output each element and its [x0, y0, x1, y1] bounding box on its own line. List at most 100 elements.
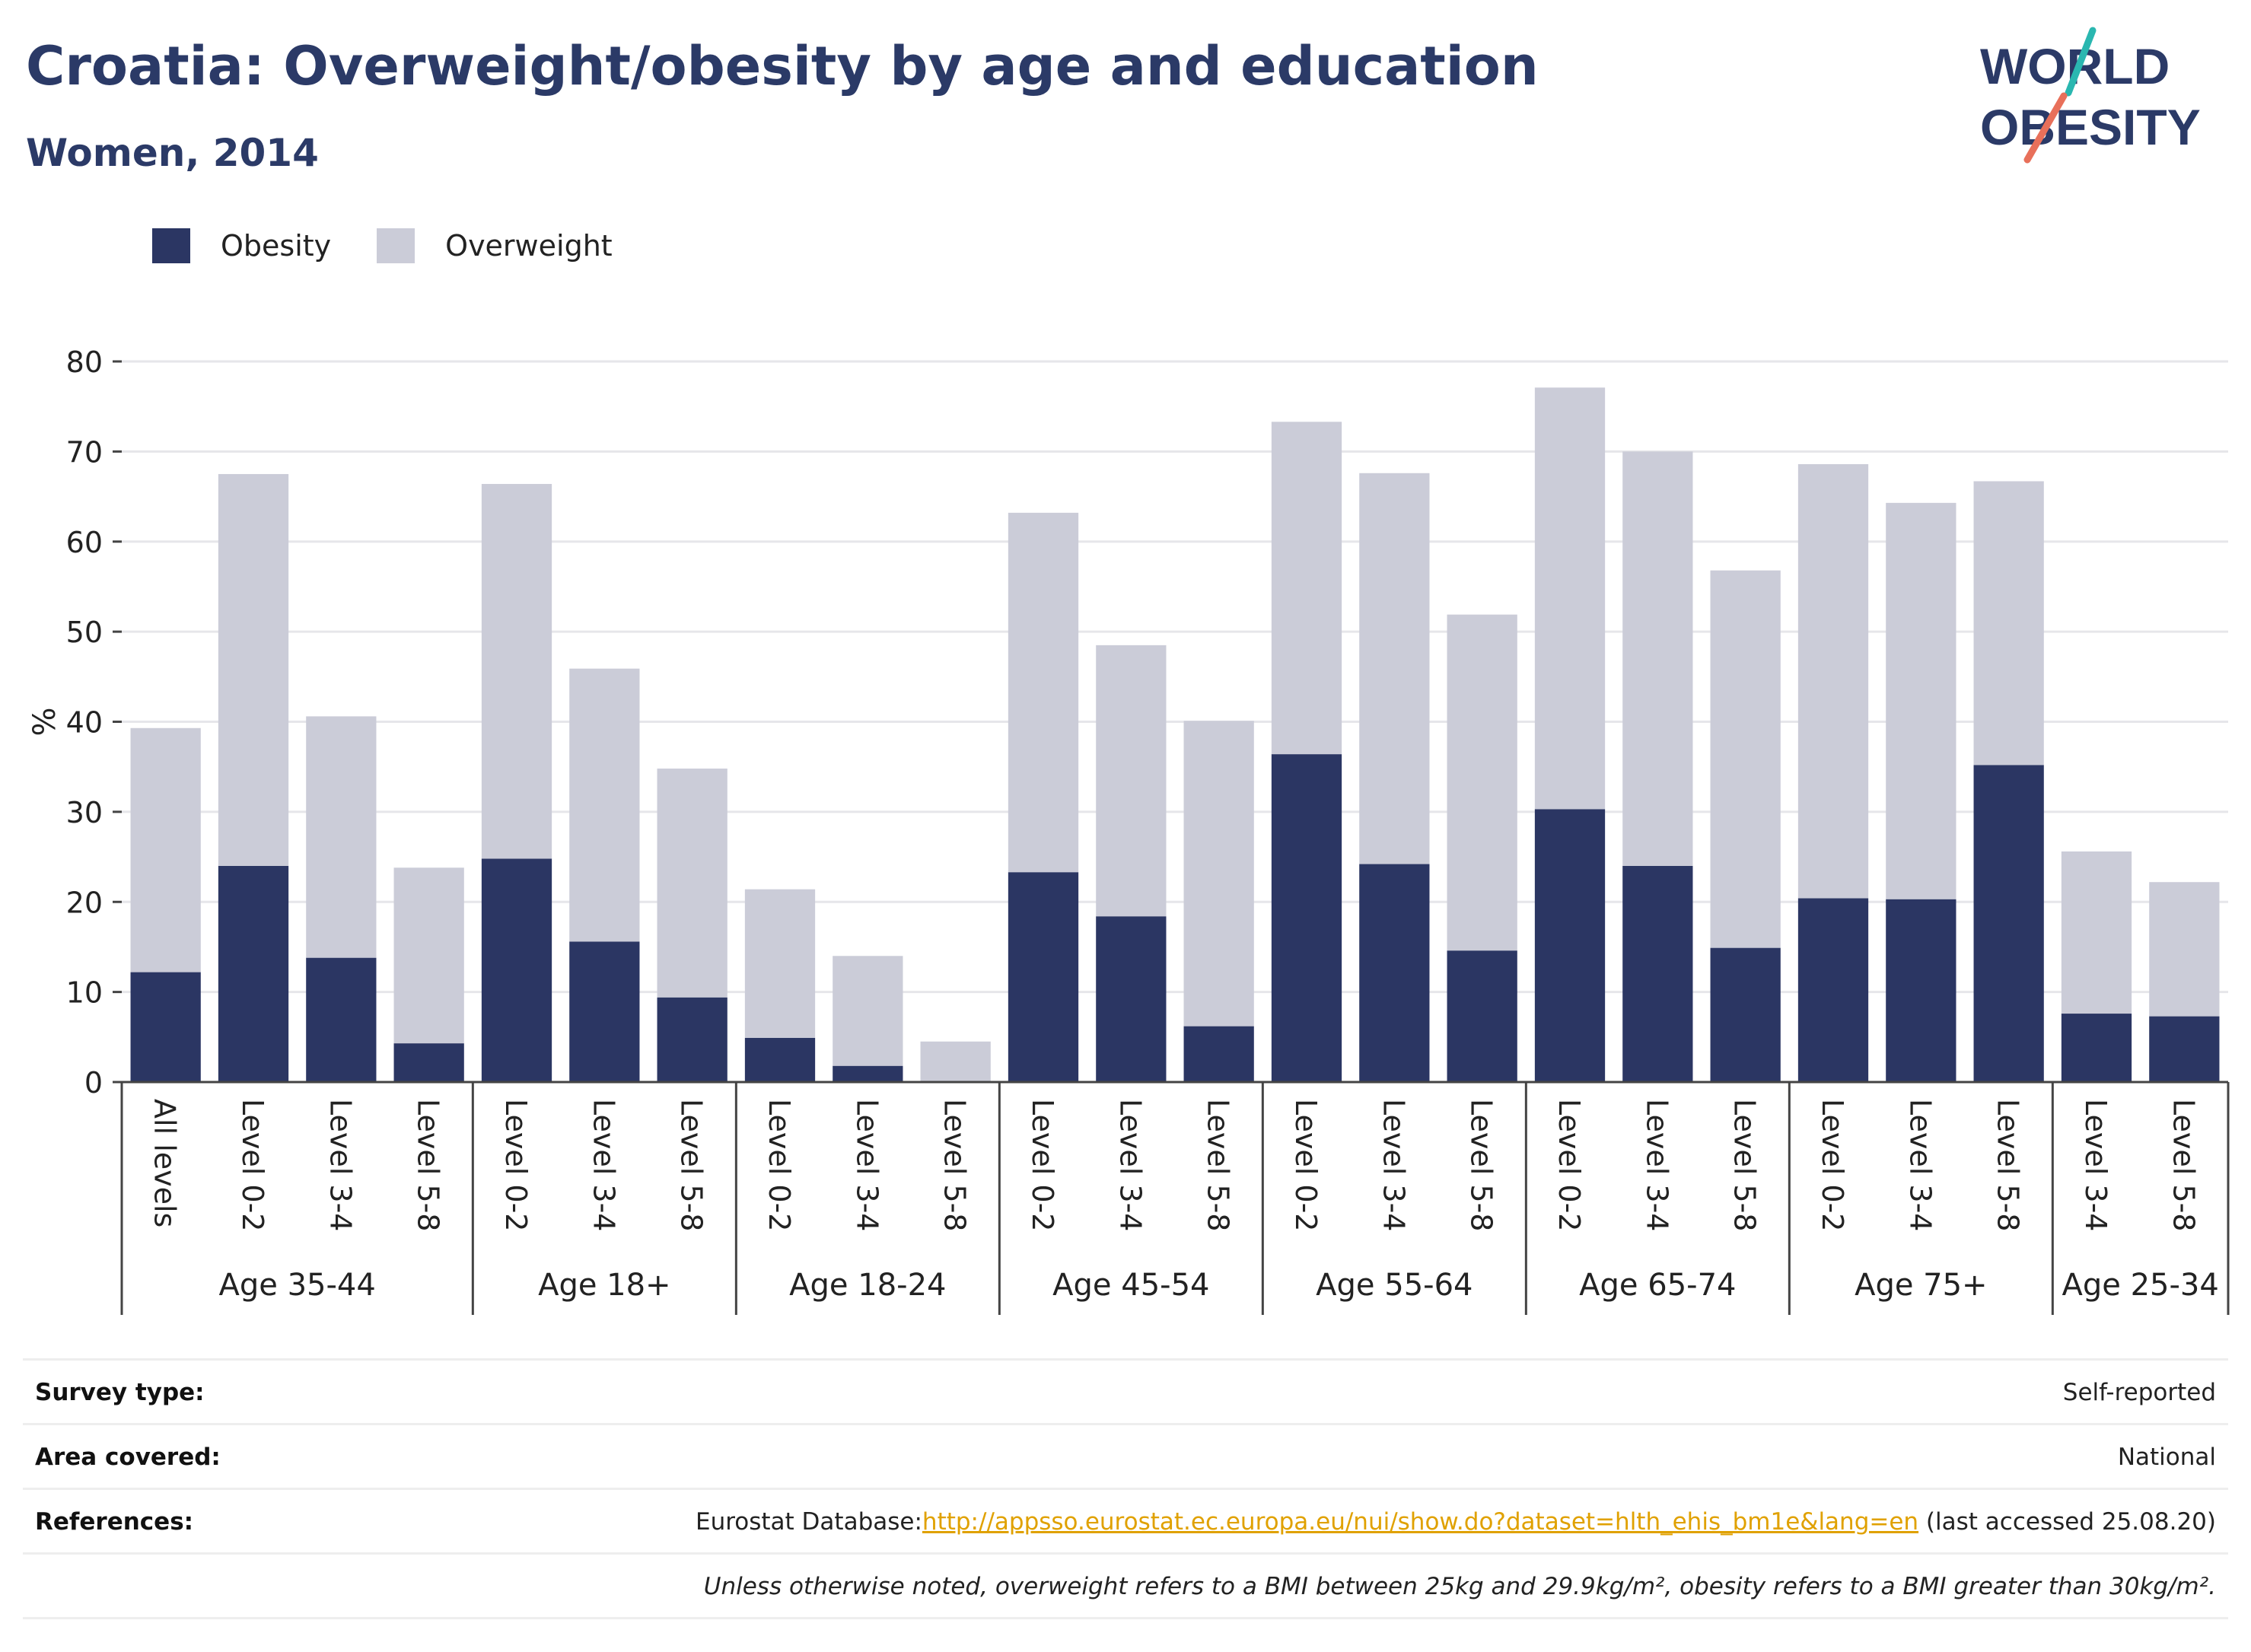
legend-swatch-overweight [377, 228, 415, 263]
bar-obesity [569, 941, 640, 1082]
bar-obesity [218, 865, 289, 1082]
bar-overweight [1797, 463, 1869, 899]
bar-overweight [1886, 502, 1956, 899]
survey-type-value: Self-reported [2062, 1379, 2216, 1406]
x-category-label: Level 3-4 [2079, 1099, 2113, 1231]
x-group-label: Age 35-44 [219, 1268, 376, 1303]
bar-obesity [1622, 865, 1693, 1082]
survey-type-label: Survey type: [35, 1379, 205, 1406]
references-link[interactable]: http://appsso.eurostat.ec.europa.eu/nui/… [922, 1508, 1919, 1536]
bar-overweight [1008, 512, 1079, 873]
bar-obesity [1008, 872, 1079, 1082]
references-value: Eurostat Database:http://appsso.eurostat… [696, 1508, 2216, 1536]
x-group-label: Age 55-64 [1316, 1268, 1473, 1303]
x-category-label: Level 0-2 [1552, 1099, 1586, 1231]
y-tick-label: 10 [66, 976, 103, 1010]
bar-obesity [1183, 1026, 1254, 1082]
x-category-label: Level 3-4 [1903, 1099, 1937, 1231]
bar-obesity [1447, 950, 1517, 1082]
x-category-label: Level 5-8 [2167, 1099, 2200, 1231]
bar-obesity [1534, 809, 1606, 1082]
bar-overweight [833, 956, 903, 1066]
x-group-label: Age 45-54 [1052, 1268, 1209, 1303]
x-group-label: Age 18+ [538, 1268, 671, 1303]
chart-subtitle: Women, 2014 [26, 131, 319, 175]
bar-obesity [657, 997, 728, 1082]
bars [130, 387, 2220, 1082]
bar-overweight [1447, 614, 1517, 951]
x-category-label: Level 5-8 [938, 1099, 972, 1231]
legend-item-overweight[interactable]: Overweight [377, 228, 613, 263]
x-group-label: Age 25-34 [2062, 1268, 2219, 1303]
x-category-label: Level 3-4 [1113, 1099, 1147, 1231]
bar-obesity [306, 957, 377, 1082]
legend-item-obesity[interactable]: Obesity [152, 228, 331, 263]
bar-obesity [1359, 864, 1430, 1082]
bar-obesity [1886, 899, 1956, 1082]
bar-overweight [1096, 645, 1167, 917]
bar-overweight [1534, 387, 1606, 810]
bar-obesity [1973, 765, 2044, 1082]
logo-accent-coral [2023, 92, 2068, 164]
bar-overweight [1359, 473, 1430, 864]
bar-overweight [1710, 570, 1781, 948]
x-category-label: Level 3-4 [850, 1099, 884, 1231]
logo-line1: WORLD [1980, 38, 2170, 94]
bar-overweight [1183, 721, 1254, 1027]
x-category-label: Level 0-2 [236, 1099, 269, 1231]
x-group-label: Age 75+ [1855, 1268, 1988, 1303]
x-category-label: Level 3-4 [1640, 1099, 1673, 1231]
x-category-label: All levels [148, 1099, 182, 1227]
bar-obesity [833, 1065, 903, 1082]
bmi-note: Unless otherwise noted, overweight refer… [703, 1573, 2216, 1600]
info-row-survey-type: Survey type: Self-reported [23, 1358, 2228, 1423]
references-prefix: Eurostat Database: [695, 1508, 922, 1536]
x-category-label: Level 0-2 [1289, 1099, 1323, 1231]
legend-label-overweight: Overweight [445, 229, 613, 263]
bar-overweight [569, 668, 640, 942]
x-category-label: Level 5-8 [675, 1099, 708, 1231]
bar-overweight [744, 889, 816, 1038]
x-category-label: Level 0-2 [499, 1099, 533, 1231]
references-label: References: [35, 1508, 194, 1536]
info-row-area-covered: Area covered: National [23, 1423, 2228, 1488]
bar-overweight [920, 1041, 991, 1082]
bar-overweight [657, 769, 728, 998]
x-category-label: Level 0-2 [1816, 1099, 1849, 1231]
x-category-label: Level 0-2 [1026, 1099, 1059, 1231]
bar-overweight [1973, 481, 2044, 766]
y-axis: 0 10 20 30 40 50 60 70 80% [27, 345, 122, 1100]
x-category-label: Level 5-8 [1728, 1099, 1762, 1231]
chart-legend: Obesity Overweight [152, 225, 658, 266]
bar-overweight [393, 867, 464, 1044]
bar-overweight [130, 727, 201, 972]
bar-overweight [2061, 851, 2132, 1014]
y-tick-label: 60 [66, 526, 103, 559]
area-covered-label: Area covered: [35, 1444, 221, 1471]
bar-obesity [1271, 754, 1342, 1082]
bar-overweight [218, 473, 289, 866]
bar-obesity [1710, 947, 1781, 1082]
y-tick-label: 70 [66, 435, 103, 469]
x-category-label: Level 5-8 [1992, 1099, 2025, 1231]
y-tick-label: 20 [66, 886, 103, 919]
bar-obesity [2061, 1014, 2132, 1082]
bar-overweight [1622, 451, 1693, 866]
x-group-label: Age 18-24 [789, 1268, 946, 1303]
bar-overweight [481, 483, 552, 859]
x-category-label: Level 3-4 [1377, 1099, 1410, 1231]
logo-line2: OBESITY [1980, 99, 2201, 155]
bar-overweight [306, 716, 377, 958]
x-category-label: Level 5-8 [412, 1099, 445, 1231]
area-covered-value: National [2117, 1444, 2216, 1471]
references-suffix: (last accessed 25.08.20) [1918, 1508, 2216, 1536]
x-category-label: Level 5-8 [1465, 1099, 1498, 1231]
y-tick-label: 50 [66, 616, 103, 649]
y-axis-label: % [27, 707, 62, 736]
bar-obesity [1797, 898, 1869, 1082]
bar-overweight [2149, 882, 2220, 1017]
legend-label-obesity: Obesity [221, 229, 332, 263]
x-axis: All levels Level 0-2 Level 3-4 Level 5-8 Lev… [120, 1081, 2230, 1315]
info-row-note: Unless otherwise noted, overweight refer… [23, 1552, 2228, 1619]
x-category-label: Level 0-2 [763, 1099, 796, 1231]
